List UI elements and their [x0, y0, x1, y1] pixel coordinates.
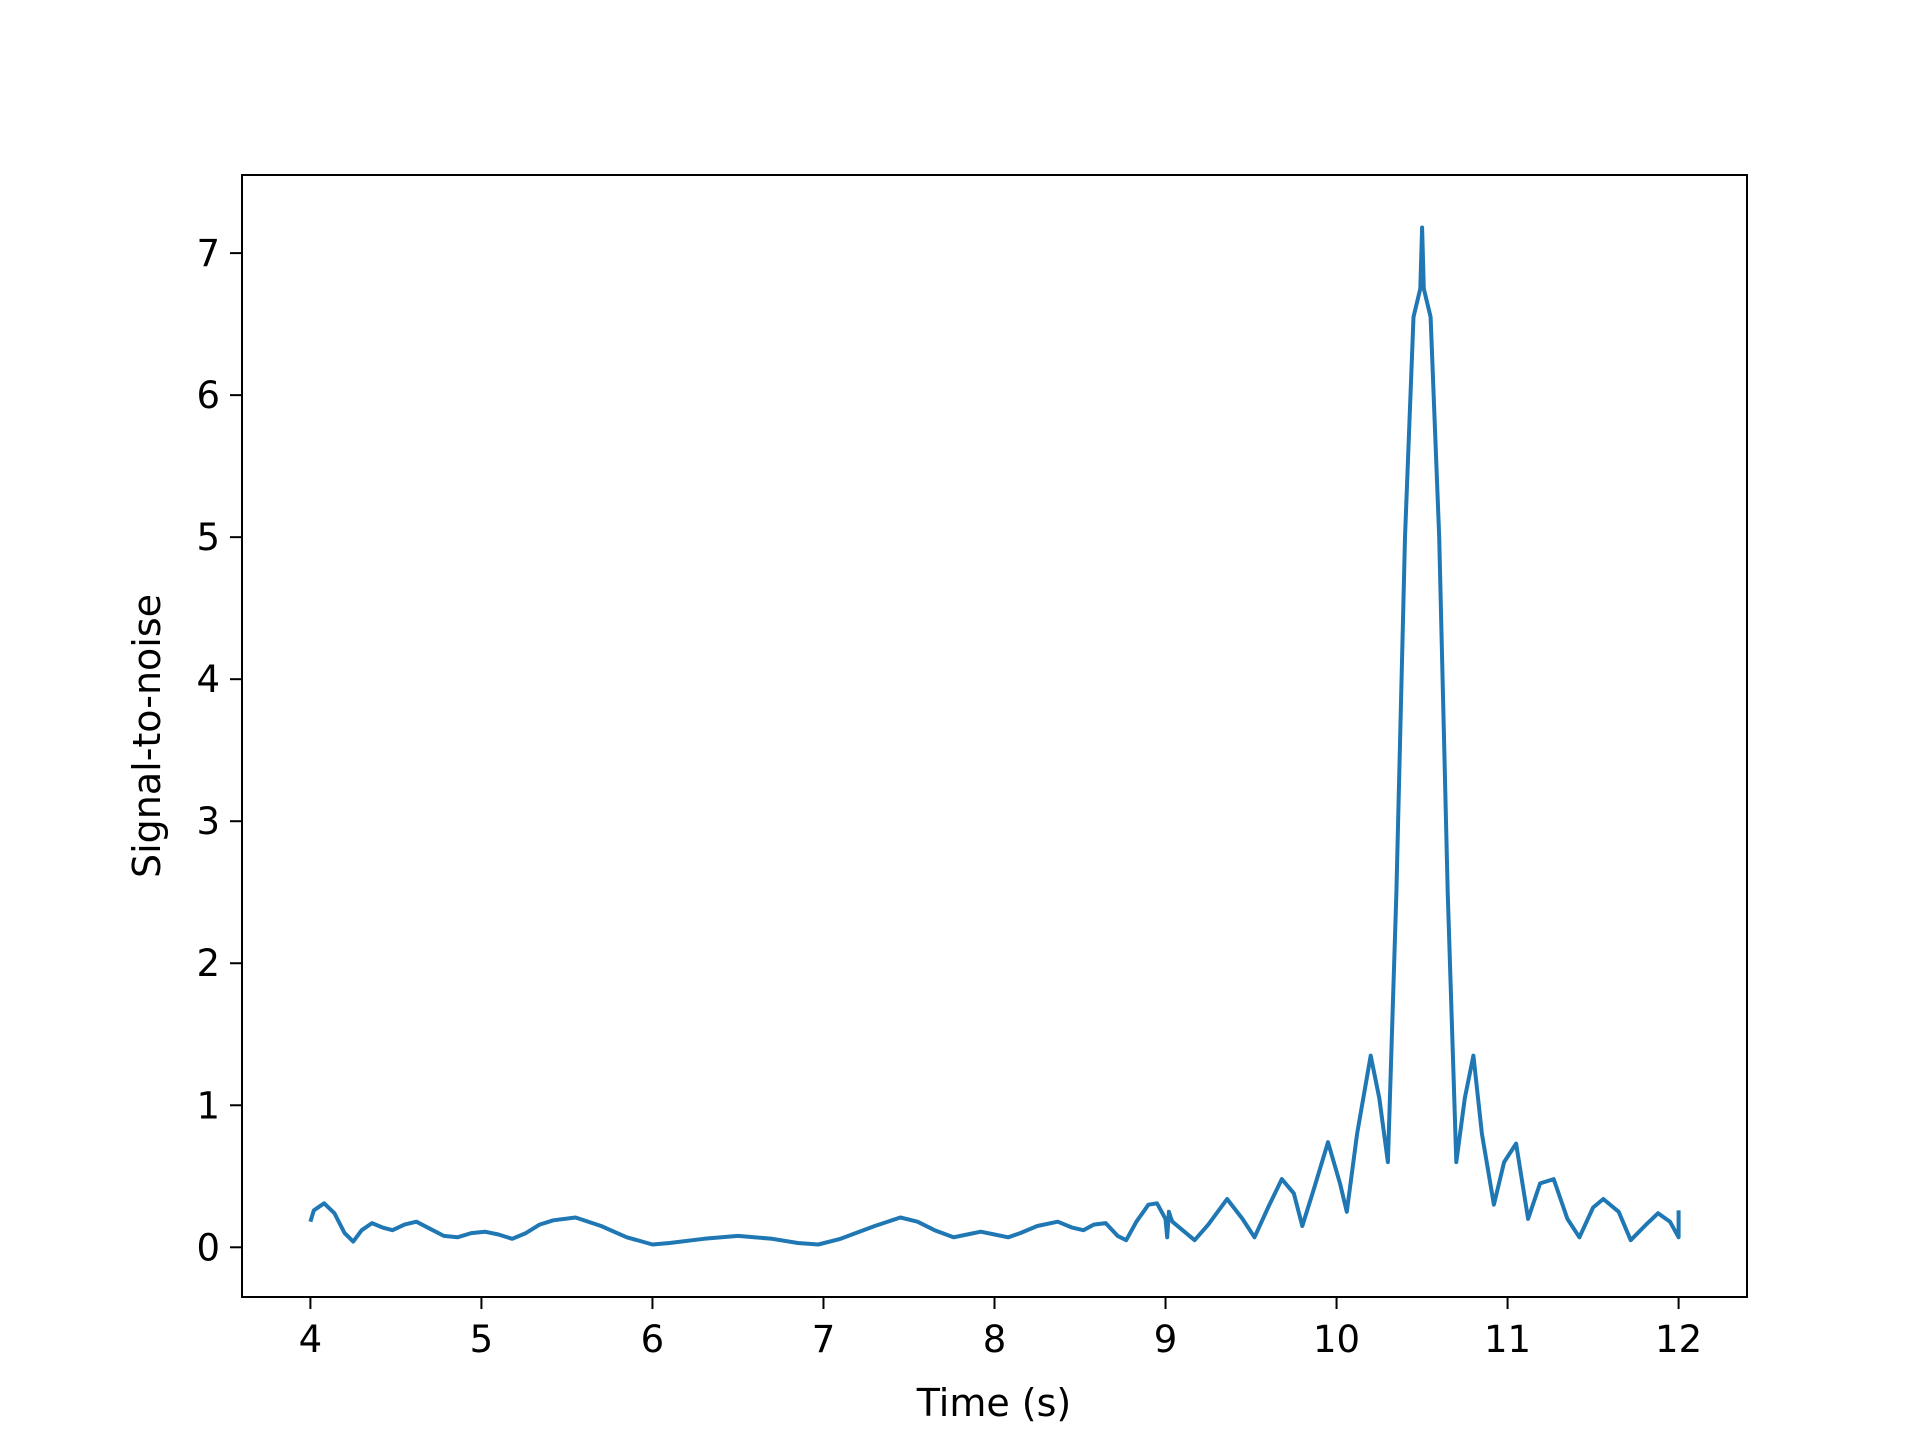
x-tick-label: 11 — [1484, 1318, 1531, 1361]
x-tick-label: 12 — [1655, 1318, 1702, 1361]
y-tick-label: 1 — [196, 1084, 220, 1127]
series-line — [308, 225, 1681, 1247]
y-tick-label: 3 — [196, 800, 220, 843]
x-tick-label: 8 — [983, 1318, 1007, 1361]
y-tick-label: 4 — [196, 658, 220, 701]
x-tick-label: 4 — [299, 1318, 323, 1361]
x-tick-label: 9 — [1154, 1318, 1178, 1361]
y-axis: 0 1 2 3 4 5 6 7 — [196, 232, 242, 1269]
x-tick-label: 5 — [470, 1318, 494, 1361]
y-axis-label: Signal-to-noise — [125, 594, 169, 878]
y-tick-label: 6 — [196, 374, 220, 417]
x-tick-label: 7 — [812, 1318, 836, 1361]
y-tick-label: 0 — [196, 1226, 220, 1269]
y-tick-label: 2 — [196, 942, 220, 985]
x-tick-label: 6 — [641, 1318, 665, 1361]
x-tick-label: 10 — [1313, 1318, 1360, 1361]
y-tick-label: 7 — [196, 232, 220, 275]
x-axis-label: Time (s) — [916, 1381, 1072, 1425]
y-tick-label: 5 — [196, 516, 220, 559]
x-axis: 4 5 6 7 8 9 10 11 12 — [299, 1297, 1702, 1361]
